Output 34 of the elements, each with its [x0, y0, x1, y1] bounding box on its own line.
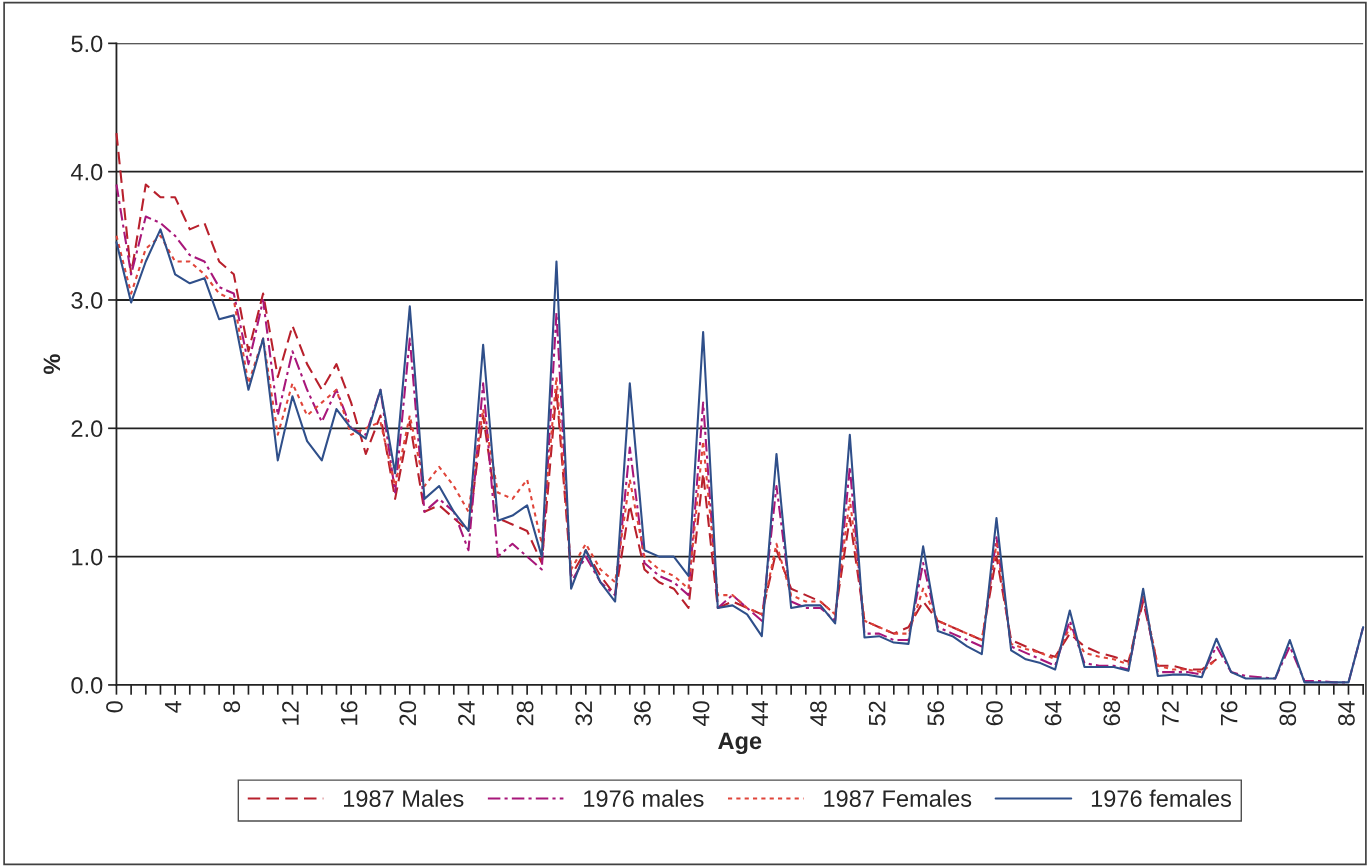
legend-label: 1987 Females: [824, 789, 972, 807]
x-tick-label: 40: [692, 701, 710, 726]
x-tick-label: 80: [1279, 701, 1297, 726]
x-tick-label: 20: [399, 701, 417, 726]
x-tick-label: 56: [927, 701, 945, 726]
x-tick-label: 0: [106, 701, 123, 713]
legend-label: 1976 males: [584, 789, 704, 807]
y-tick-label: 5.0: [71, 35, 103, 53]
x-tick-label: 8: [223, 701, 241, 713]
y-tick-label: 2.0: [71, 420, 103, 438]
x-tick-label: 12: [282, 701, 299, 725]
legend-label: 1976 females: [1091, 789, 1231, 807]
x-tick-label: 44: [751, 700, 768, 726]
x-tick-label: 28: [516, 701, 534, 726]
x-tick-label: 64: [1044, 700, 1062, 726]
x-tick-label: 72: [1162, 701, 1179, 726]
x-tick-label: 16: [340, 701, 358, 725]
x-tick-label: 32: [575, 701, 593, 726]
legend-label: 1987 Males: [344, 789, 464, 807]
y-tick-label: 0.0: [71, 677, 103, 694]
x-tick-label: 24: [458, 700, 475, 726]
x-tick-label: 4: [164, 700, 182, 713]
y-tick-label: 3.0: [71, 292, 103, 309]
x-tick-label: 60: [986, 701, 1003, 726]
y-tick-label: 4.0: [70, 163, 103, 181]
x-tick-label: 48: [810, 701, 827, 726]
x-tick-label: 68: [1103, 701, 1121, 726]
y-tick-label: 1.0: [72, 548, 103, 566]
x-axis-title: Age: [718, 732, 762, 755]
x-tick-label: 52: [868, 701, 886, 726]
x-tick-label: 36: [634, 701, 651, 726]
x-tick-label: 76: [1220, 701, 1238, 726]
x-tick-label: 84: [1338, 700, 1355, 726]
y-axis-title: %: [43, 354, 61, 375]
